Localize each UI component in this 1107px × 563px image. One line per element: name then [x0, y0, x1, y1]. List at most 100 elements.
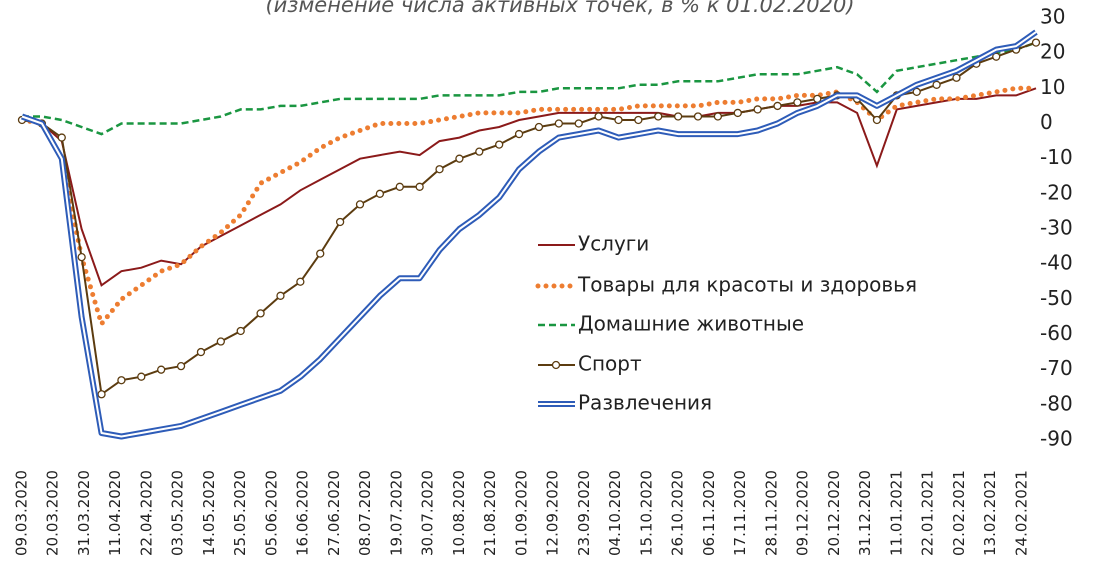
marker [137, 372, 146, 381]
chart-subtitle: (изменение числа активных точек, в % к 0… [265, 0, 854, 17]
x-tick-label: 25.05.2020 [231, 470, 249, 556]
y-tick-label: -20 [1040, 180, 1073, 204]
marker [1031, 38, 1041, 47]
y-tick-label: -60 [1040, 321, 1073, 345]
x-tick-label: 30.07.2020 [419, 470, 437, 556]
marker [773, 101, 782, 111]
marker [495, 140, 504, 149]
x-tick-label: 17.11.2020 [731, 470, 749, 556]
marker [753, 105, 762, 114]
marker [673, 112, 683, 121]
marker [77, 252, 86, 262]
marker [952, 73, 961, 82]
marker [793, 98, 802, 107]
line [19, 85, 1039, 330]
x-tick-label: 02.02.2021 [950, 470, 968, 556]
marker [236, 326, 245, 336]
x-tick-label: 14.05.2020 [200, 470, 218, 556]
x-tick-label: 08.07.2020 [356, 470, 374, 556]
line [21, 29, 1038, 440]
x-tick-label: 16.06.2020 [294, 470, 312, 556]
line [22, 41, 1037, 136]
x-tick-label: 21.08.2020 [481, 470, 499, 556]
marker [713, 112, 723, 121]
marker [654, 112, 663, 121]
marker [57, 133, 66, 142]
x-tick-label: 11.04.2020 [106, 470, 124, 556]
legend-item: Услуги [538, 232, 649, 256]
x-tick-label: 09.03.2020 [13, 470, 31, 556]
x-tick-label: 22.04.2020 [137, 470, 155, 556]
marker [196, 347, 206, 357]
marker [932, 80, 941, 89]
y-tick-label: -80 [1040, 391, 1073, 415]
x-tick-label: 04.10.2020 [606, 470, 624, 556]
marker [634, 115, 643, 125]
x-tick-label: 24.02.2021 [1012, 470, 1030, 556]
legend-item: Спорт [538, 352, 642, 376]
marker [97, 390, 106, 399]
marker [693, 112, 703, 121]
legend-marker [551, 360, 561, 370]
x-tick-label: 11.01.2021 [887, 470, 905, 556]
x-tick-label: 09.12.2020 [794, 470, 812, 556]
marker [355, 200, 365, 209]
x-tick-label: 12.09.2020 [544, 470, 562, 556]
series [21, 29, 1038, 440]
marker [594, 112, 603, 121]
x-tick-label: 31.12.2020 [856, 470, 874, 556]
x-tick-label: 23.09.2020 [575, 470, 593, 556]
x-tick-label: 26.10.2020 [669, 470, 687, 556]
y-tick-label: -10 [1040, 145, 1073, 169]
y-tick-label: -50 [1040, 286, 1073, 310]
series [21, 87, 1037, 287]
legend-label: Спорт [578, 352, 642, 376]
legend-label: Товары для красоты и здоровья [577, 273, 917, 297]
x-tick-label: 31.03.2020 [75, 470, 93, 556]
marker [157, 365, 166, 374]
x-tick-label: 20.12.2020 [825, 470, 843, 556]
legend-label: Развлечения [578, 391, 712, 415]
marker [514, 129, 524, 139]
y-tick-label: 30 [1040, 5, 1065, 29]
legend-item: Товары для красоты и здоровья [535, 273, 917, 297]
marker [475, 147, 484, 156]
marker [992, 52, 1001, 61]
x-tick-label: 15.10.2020 [637, 470, 655, 556]
y-tick-label: 10 [1040, 75, 1065, 99]
legend-item: Домашние животные [538, 312, 804, 336]
marker [872, 115, 882, 125]
x-tick-label: 10.08.2020 [450, 470, 468, 556]
x-tick-label: 22.01.2021 [919, 470, 937, 556]
marker [335, 217, 345, 227]
x-tick-label: 20.03.2020 [44, 470, 62, 556]
marker [435, 165, 444, 174]
x-tick-label: 19.07.2020 [387, 470, 405, 556]
x-tick-label: 03.05.2020 [169, 470, 187, 556]
marker [375, 189, 385, 198]
marker [296, 277, 305, 286]
x-tick-label: 28.11.2020 [762, 470, 780, 556]
marker [216, 337, 225, 346]
legend-item: Развлечения [538, 391, 712, 415]
marker [574, 119, 583, 128]
marker [176, 361, 186, 371]
marker [813, 94, 822, 104]
marker [256, 309, 265, 318]
marker [614, 115, 623, 125]
marker [534, 122, 544, 132]
y-tick-label: 20 [1040, 40, 1065, 64]
marker [912, 87, 921, 96]
y-tick-label: -70 [1040, 356, 1073, 380]
marker [117, 376, 126, 385]
series [17, 38, 1041, 399]
y-tick-label: -30 [1040, 216, 1073, 240]
line-inner [21, 31, 1037, 438]
legend-label: Услуги [578, 232, 649, 256]
x-tick-label: 06.11.2020 [700, 470, 718, 556]
x-tick-label: 05.06.2020 [262, 470, 280, 556]
x-tick-label: 01.09.2020 [512, 470, 530, 556]
x-tick-label: 13.02.2021 [981, 470, 999, 556]
marker [316, 249, 325, 258]
